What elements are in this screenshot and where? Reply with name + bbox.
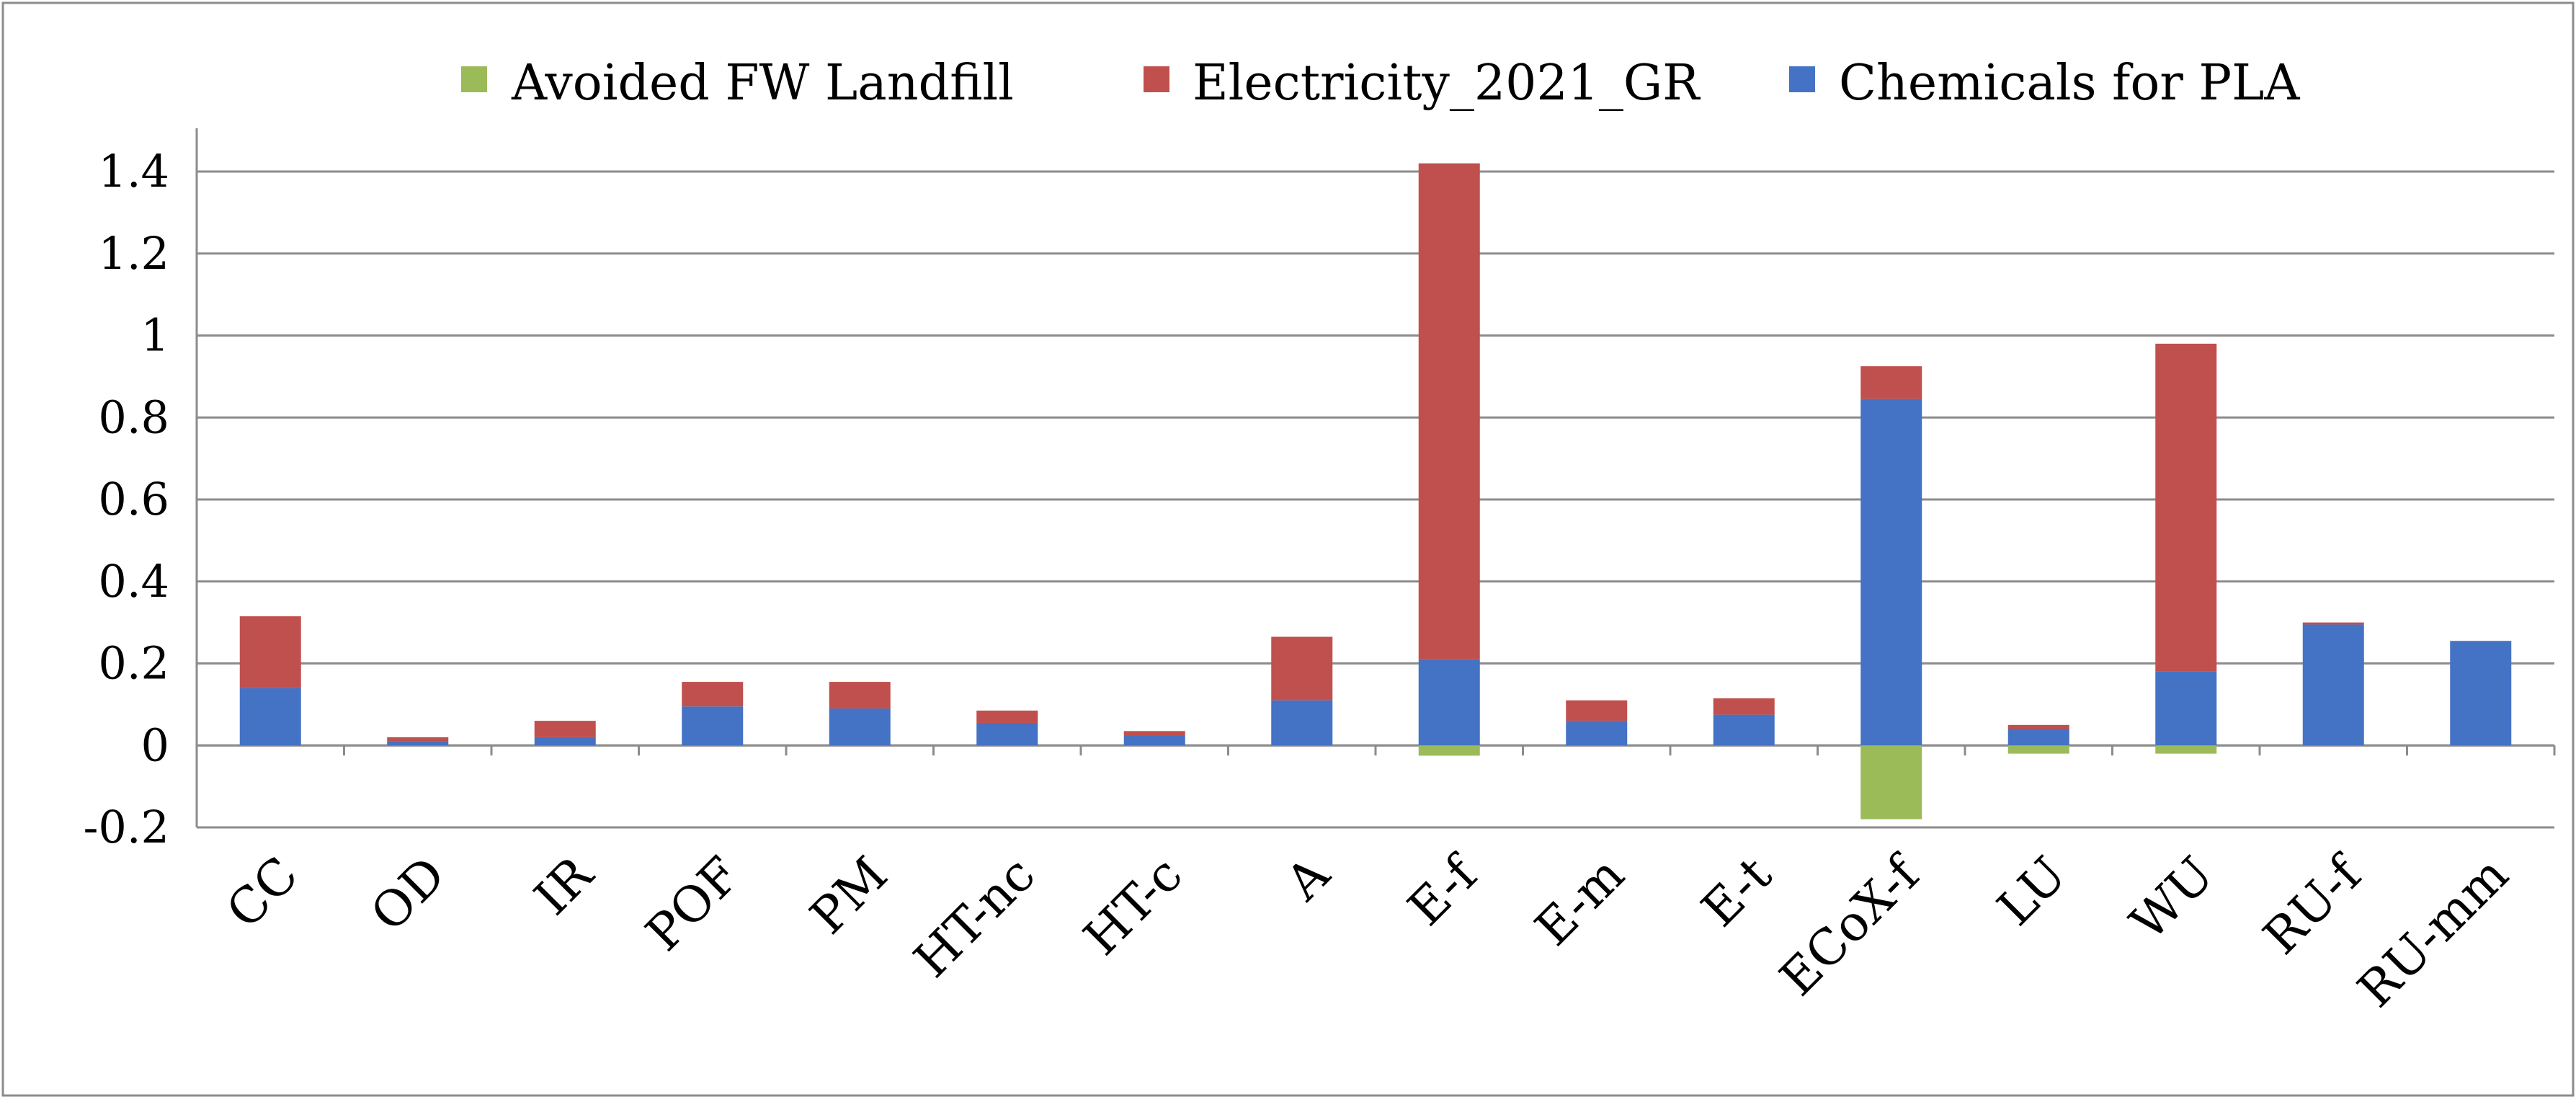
bar-segment [829, 708, 891, 746]
bars [239, 163, 2512, 819]
y-tick-label: 0.6 [98, 473, 169, 525]
bar-segment [1860, 399, 1922, 746]
legend-label: Chemicals for PLA [1839, 55, 2300, 112]
bar-segment [1566, 700, 1628, 721]
bar-segment [976, 722, 1038, 746]
bar-segment [1418, 745, 1480, 756]
legend-swatch [461, 66, 487, 92]
bar-segment [2155, 745, 2217, 754]
y-tick-label: 1.4 [98, 145, 169, 197]
bar-segment [1271, 636, 1333, 701]
legend-label: Electricity_2021_GR [1193, 55, 1701, 112]
bar-segment [2450, 641, 2512, 746]
legend-swatch [1144, 66, 1169, 92]
y-tick-label: 0.8 [98, 391, 169, 443]
bar-segment [1713, 698, 1775, 715]
bar-segment [534, 721, 596, 737]
y-tick-label: 0.4 [98, 555, 169, 608]
y-tick-label: -0.2 [83, 801, 169, 853]
y-tick-label: 0 [141, 719, 169, 771]
y-tick-label: 1 [141, 309, 169, 362]
bar-segment [2302, 624, 2364, 746]
bar-segment [2302, 622, 2364, 625]
bar-segment [2007, 724, 2069, 729]
bar-segment [239, 688, 301, 746]
bar-segment [1418, 659, 1480, 746]
bar-segment [1860, 366, 1922, 399]
y-tick-labels: -0.2 0 0.2 0.4 0.6 0.8 1 1.2 1.4 [83, 145, 169, 853]
bar-segment [239, 616, 301, 688]
bar-segment [2155, 671, 2217, 746]
bar-segment [682, 682, 744, 707]
bar-segment [829, 682, 891, 709]
bar-segment [976, 710, 1038, 723]
bar-segment [1860, 745, 1922, 819]
y-tick-label: 0.2 [98, 637, 169, 690]
bar-segment [534, 737, 596, 746]
y-tick-label: 1.2 [98, 227, 169, 280]
legend-label: Avoided FW Landfill [511, 55, 1014, 112]
bar-segment [1418, 163, 1480, 659]
legend: Avoided FW Landfill Electricity_2021_GR Ch… [461, 55, 2300, 112]
bar-segment [1566, 721, 1628, 746]
bar-segment [387, 737, 449, 742]
bar-segment [1271, 700, 1333, 746]
bar-segment [2007, 745, 2069, 754]
legend-swatch [1789, 66, 1815, 92]
bar-segment [1713, 714, 1775, 746]
bar-segment [1123, 735, 1185, 746]
bar-segment [1123, 731, 1185, 736]
bar-segment [682, 706, 744, 746]
bar-segment [387, 741, 449, 746]
bar-segment [2155, 343, 2217, 672]
bar-segment [2007, 729, 2069, 746]
